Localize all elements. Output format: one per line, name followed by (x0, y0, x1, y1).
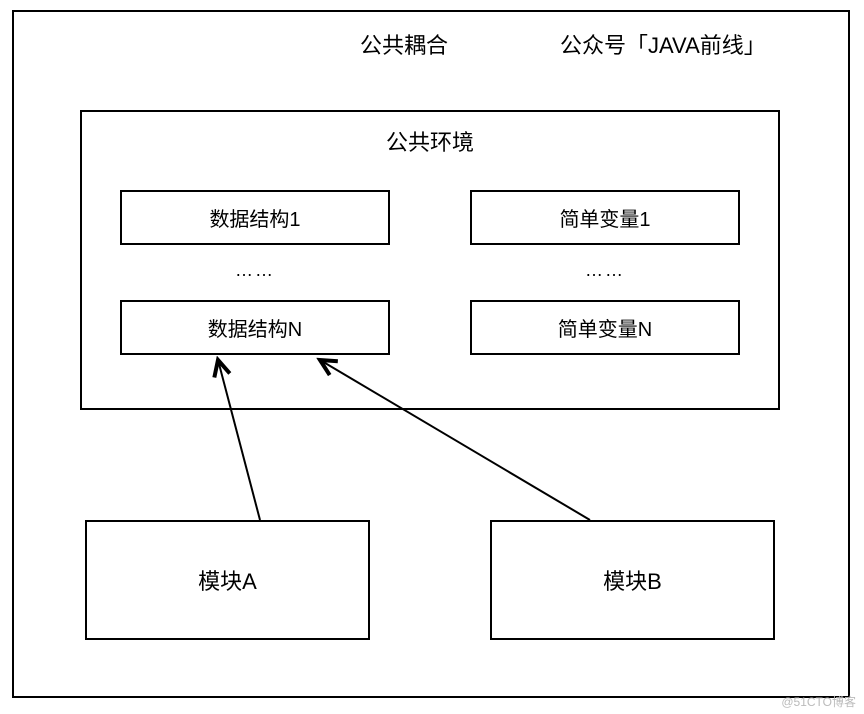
simple-var-n-box: 简单变量N (470, 300, 740, 355)
module-a-box: 模块A (85, 520, 370, 640)
data-structure-n-box: 数据结构N (120, 300, 390, 355)
simple-var-n-label: 简单变量N (558, 313, 652, 342)
diagram-subtitle: 公众号「JAVA前线」 (560, 28, 766, 60)
ellipsis-right: …… (470, 260, 740, 281)
ellipsis-left: …… (120, 260, 390, 281)
watermark: @51CTO博客 (781, 693, 856, 710)
diagram-title: 公共耦合 (360, 28, 448, 60)
data-structure-n-label: 数据结构N (208, 313, 302, 342)
data-structure-1-box: 数据结构1 (120, 190, 390, 245)
module-b-label: 模块B (603, 564, 662, 596)
data-structure-1-label: 数据结构1 (209, 203, 300, 232)
simple-var-1-label: 简单变量1 (559, 203, 650, 232)
simple-var-1-box: 简单变量1 (470, 190, 740, 245)
module-b-box: 模块B (490, 520, 775, 640)
module-a-label: 模块A (198, 564, 257, 596)
public-environment-title: 公共环境 (80, 125, 780, 157)
